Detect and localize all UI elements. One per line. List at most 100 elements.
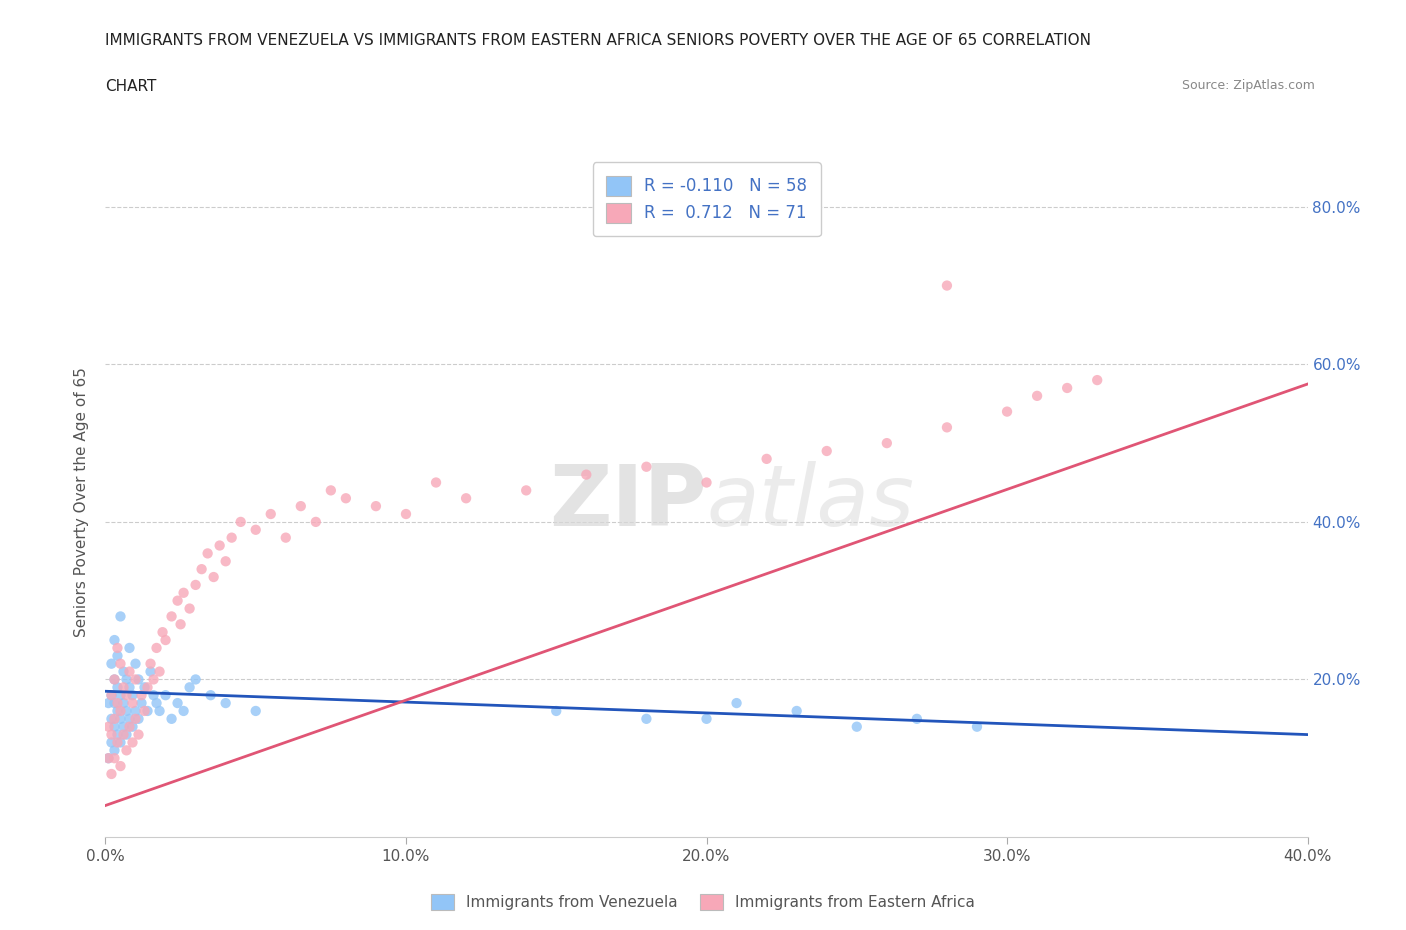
Point [107, 696, 129, 711]
Point [112, 719, 135, 734]
Text: CHART: CHART [105, 79, 157, 94]
Text: ZIP: ZIP [548, 460, 707, 544]
Point [145, 696, 167, 711]
Point [136, 680, 159, 695]
Point [229, 514, 252, 529]
Point [124, 672, 146, 687]
Point [115, 727, 138, 742]
Point [152, 625, 174, 640]
Point [115, 743, 138, 758]
Point [155, 688, 177, 703]
Point [110, 759, 132, 774]
Point [173, 703, 195, 718]
Point [696, 711, 718, 726]
Point [103, 751, 125, 765]
Point [245, 703, 267, 718]
Point [160, 609, 183, 624]
Point [845, 719, 868, 734]
Point [1056, 380, 1078, 395]
Point [145, 641, 167, 656]
Point [118, 719, 141, 734]
Point [725, 696, 748, 711]
Point [107, 735, 129, 750]
Point [107, 727, 129, 742]
Point [1085, 373, 1108, 388]
Point [124, 703, 146, 718]
Point [115, 703, 138, 718]
Point [131, 688, 153, 703]
Point [454, 491, 477, 506]
Point [166, 593, 188, 608]
Point [995, 405, 1018, 419]
Point [305, 514, 328, 529]
Point [966, 719, 988, 734]
Point [128, 711, 150, 726]
Point [107, 648, 129, 663]
Point [103, 743, 125, 758]
Point [121, 688, 143, 703]
Point [139, 657, 162, 671]
Point [148, 703, 170, 718]
Point [100, 657, 122, 671]
Point [121, 719, 143, 734]
Point [166, 696, 188, 711]
Point [200, 688, 222, 703]
Point [100, 688, 122, 703]
Point [112, 727, 135, 742]
Point [173, 585, 195, 600]
Point [319, 483, 342, 498]
Point [118, 641, 141, 656]
Point [110, 688, 132, 703]
Point [364, 498, 387, 513]
Point [905, 711, 928, 726]
Point [815, 444, 838, 458]
Point [214, 554, 236, 569]
Point [103, 719, 125, 734]
Point [131, 696, 153, 711]
Point [110, 609, 132, 624]
Point [115, 672, 138, 687]
Point [755, 451, 778, 466]
Point [134, 680, 156, 695]
Legend: Immigrants from Venezuela, Immigrants from Eastern Africa: Immigrants from Venezuela, Immigrants fr… [423, 886, 983, 918]
Point [202, 569, 225, 584]
Point [100, 735, 122, 750]
Point [179, 601, 201, 616]
Point [936, 420, 959, 435]
Point [118, 680, 141, 695]
Point [169, 617, 191, 631]
Point [1026, 389, 1049, 404]
Point [128, 727, 150, 742]
Point [786, 703, 808, 718]
Point [142, 688, 165, 703]
Point [121, 735, 143, 750]
Y-axis label: Seniors Poverty Over the Age of 65: Seniors Poverty Over the Age of 65 [75, 367, 90, 637]
Point [97, 719, 120, 734]
Text: atlas: atlas [707, 460, 914, 544]
Point [876, 435, 898, 450]
Point [546, 703, 568, 718]
Point [245, 523, 267, 538]
Point [260, 507, 283, 522]
Point [936, 278, 959, 293]
Point [335, 491, 357, 506]
Point [636, 459, 658, 474]
Point [115, 688, 138, 703]
Point [118, 664, 141, 679]
Point [100, 711, 122, 726]
Point [103, 711, 125, 726]
Point [208, 538, 231, 553]
Point [124, 657, 146, 671]
Point [395, 507, 418, 522]
Point [97, 751, 120, 765]
Point [575, 467, 598, 482]
Point [121, 696, 143, 711]
Text: IMMIGRANTS FROM VENEZUELA VS IMMIGRANTS FROM EASTERN AFRICA SENIORS POVERTY OVER: IMMIGRANTS FROM VENEZUELA VS IMMIGRANTS … [105, 33, 1091, 47]
Point [179, 680, 201, 695]
Point [110, 703, 132, 718]
Point [107, 680, 129, 695]
Point [184, 578, 207, 592]
Point [221, 530, 243, 545]
Point [103, 672, 125, 687]
Point [136, 703, 159, 718]
